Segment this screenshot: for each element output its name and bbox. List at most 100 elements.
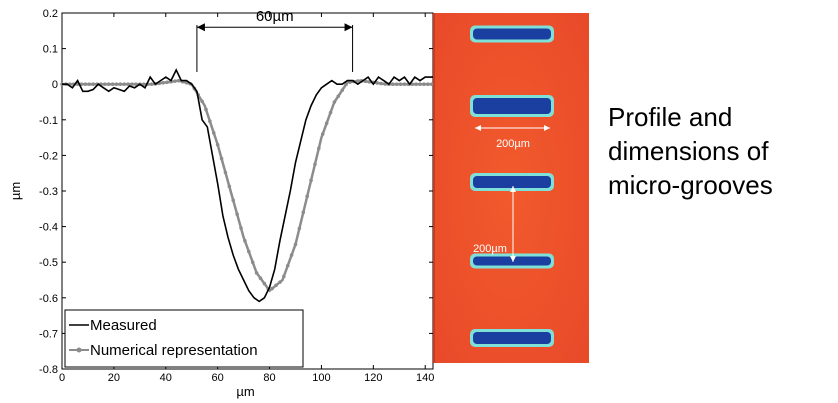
y-tick-label: -0.6 [39,293,58,305]
numerical-point [254,271,259,275]
numerical-point [91,82,95,86]
numerical-point [176,78,181,83]
numerical-point [379,81,383,86]
x-axis-label: µm [236,384,254,399]
numerical-point [363,79,368,84]
numerical-point [313,162,317,167]
annotation-arrowhead [196,23,205,32]
numerical-point [215,142,220,147]
y-tick-label: -0.2 [39,150,58,162]
y-axis-label: µm [8,182,23,200]
plot-area: 0 20 40 60 80 100 120 140 0.2 0.1 0 -0.1 -0.2 -0.3 -0.… [8,8,434,399]
x-tick-label: 0 [59,372,65,384]
numerical-point [106,82,111,86]
numerical-point [289,253,294,257]
x-tick-label: 40 [160,372,172,384]
numerical-point [103,82,107,86]
numerical-point [278,280,282,284]
image-edge [433,13,435,363]
numerical-point [270,286,274,291]
numerical-point [262,281,267,286]
groove [473,98,551,114]
numerical-point [328,110,333,115]
microscope-image: 200µm 200µm [433,13,589,363]
x-tick-label: 20 [108,372,120,384]
numerical-point [301,210,306,215]
numerical-point [394,82,399,86]
x-tick-label: 80 [263,372,275,384]
y-tick-label: 0.2 [43,8,58,20]
width-label: 200µm [496,138,530,150]
numerical-point [87,82,92,86]
x-tick-label: 60 [212,372,224,384]
numerical-point [355,79,360,83]
numerical-point [208,119,212,124]
numerical-point [390,82,395,86]
numerical-point [426,82,430,86]
caption-line: Profile and [608,102,733,132]
numerical-point [246,249,251,254]
numerical-point [317,146,321,151]
numerical-point [422,82,426,86]
numerical-point [219,156,224,161]
y-tick-label: -0.4 [39,222,58,234]
numerical-point [149,82,154,86]
numerical-point [130,82,134,86]
annotation-arrowhead [344,23,353,32]
numerical-point [297,226,302,231]
numerical-point [274,283,278,288]
numerical-point [161,80,165,85]
groove [473,332,551,344]
numerical-point [165,80,169,85]
numerical-point [410,82,415,86]
numerical-point [122,82,127,86]
numerical-point [250,260,255,265]
numerical-point [114,82,119,86]
numerical-point [340,88,344,93]
width-arrowhead [544,125,550,131]
spacing-label: 200µm [473,243,507,255]
numerical-point [293,242,298,247]
numerical-point [83,82,88,86]
numerical-point [211,131,216,135]
width-arrowhead [475,125,481,131]
x-tick-label: 100 [312,372,330,384]
y-tick-label: -0.7 [39,328,58,340]
numerical-point [324,121,329,126]
numerical-point [285,263,290,268]
numerical-point [429,82,434,86]
numerical-point [418,82,422,86]
numerical-point [332,100,337,104]
annotation-label: 60µm [256,8,294,25]
numerical-point [126,82,130,86]
numerical-point [173,79,177,83]
series-line-measured [62,68,433,303]
groove [473,28,551,40]
numerical-point [200,99,204,104]
numerical-point [239,226,243,230]
caption-line: micro-grooves [608,170,773,200]
y-tick-label: 0.1 [43,44,58,56]
numerical-point [141,82,146,86]
numerical-point [309,178,313,183]
numerical-point [258,276,263,281]
numerical-point [398,82,403,86]
legend-label-numerical: Numerical representation [90,342,258,359]
spacing-arrowhead [510,256,516,262]
numerical-point [336,94,341,98]
numerical-point [383,82,387,86]
numerical-point [375,81,380,85]
caption-line: dimensions of [608,136,769,166]
numerical-point [402,82,407,86]
y-tick-label: -0.1 [39,115,58,127]
numerical-point [110,82,115,86]
x-tick-label: 120 [364,372,382,384]
x-tick-label: 140 [416,372,434,384]
numerical-point [204,107,208,112]
numerical-point [414,82,418,86]
numerical-point [320,132,325,136]
groove [473,256,551,266]
legend-box [64,309,304,368]
figure-caption: Profile and dimensions of micro-grooves [608,100,773,202]
